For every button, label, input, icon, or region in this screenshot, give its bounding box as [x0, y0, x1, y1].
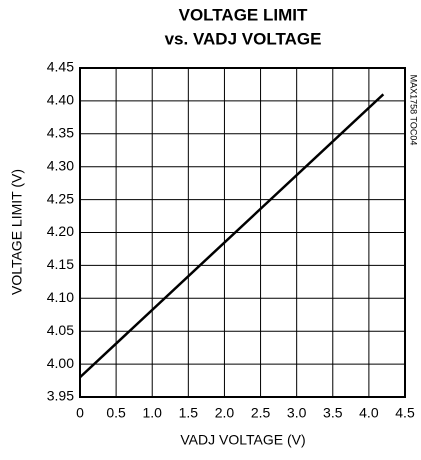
chart-title: vs. VADJ VOLTAGE — [165, 29, 322, 48]
y-axis-label: VOLTAGE LIMIT (V) — [9, 169, 25, 295]
y-tick-label: 4.45 — [47, 59, 74, 75]
x-tick-label: 2.5 — [251, 405, 271, 421]
y-tick-label: 4.40 — [47, 92, 74, 108]
annotation: MAX1758 TOC04 — [409, 75, 419, 146]
x-tick-label: 4.0 — [359, 405, 379, 421]
x-tick-label: 3.0 — [287, 405, 307, 421]
y-tick-label: 3.95 — [47, 388, 74, 404]
x-tick-label: 0.5 — [106, 405, 126, 421]
x-tick-label: 1.5 — [179, 405, 199, 421]
y-tick-label: 4.15 — [47, 256, 74, 272]
x-tick-label: 4.5 — [395, 405, 415, 421]
x-tick-label: 2.0 — [215, 405, 235, 421]
series-line — [79, 93, 385, 379]
y-tick-label: 4.30 — [47, 157, 74, 173]
y-tick-label: 4.20 — [47, 223, 74, 239]
x-tick-label: 3.5 — [323, 405, 343, 421]
x-axis-label: VADJ VOLTAGE (V) — [180, 432, 305, 448]
x-tick-label: 1.0 — [142, 405, 162, 421]
y-tick-label: 4.35 — [47, 125, 74, 141]
x-tick-label: 0 — [76, 405, 84, 421]
y-tick-label: 4.00 — [47, 355, 74, 371]
chart-title: VOLTAGE LIMIT — [179, 5, 308, 24]
y-tick-label: 4.10 — [47, 289, 74, 305]
y-tick-label: 4.05 — [47, 322, 74, 338]
y-tick-label: 4.25 — [47, 190, 74, 206]
plot-frame — [79, 67, 406, 398]
